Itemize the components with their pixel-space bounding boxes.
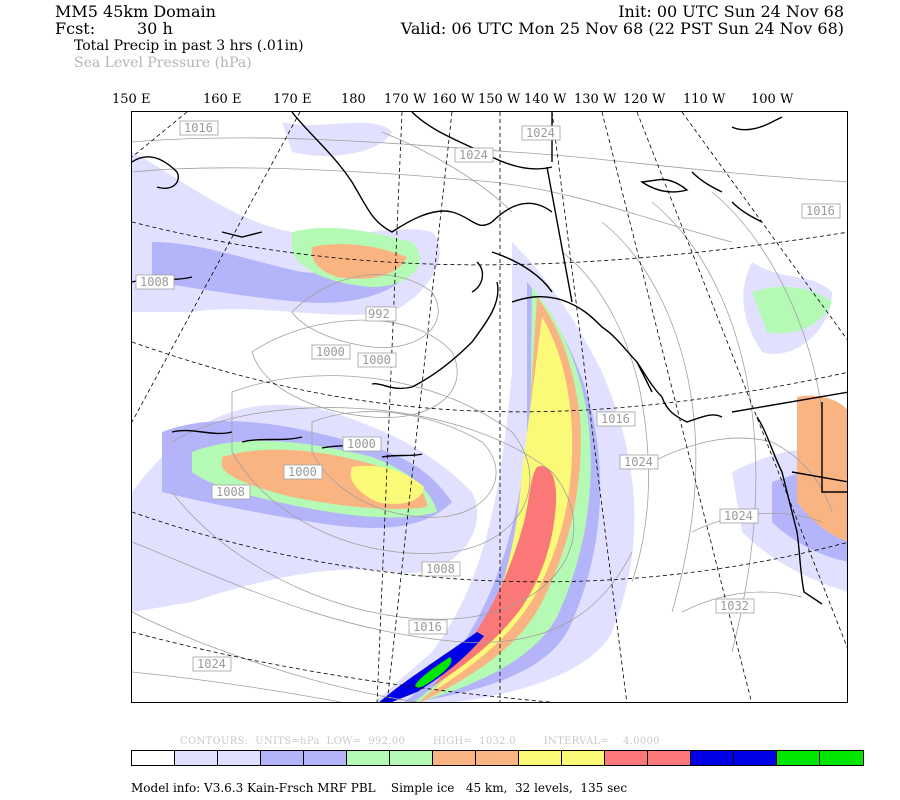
pressure-label: 1016	[806, 204, 835, 218]
domain-title: MM5 45km Domain	[55, 2, 216, 21]
precip-shading-red	[432, 466, 557, 687]
precip-colorbar	[131, 750, 864, 766]
field-primary-title: Total Precip in past 3 hrs (.01in)	[74, 38, 304, 54]
pressure-label: 1008	[140, 275, 169, 289]
pressure-label: 1000	[288, 465, 317, 479]
coastlines	[132, 112, 847, 605]
pressure-label: 1024	[197, 657, 226, 671]
pressure-label: 1016	[601, 412, 630, 426]
map-canvas: 1016 1024 1024 1016 1008 992 1000 1000 1…	[132, 112, 847, 702]
forecast-hours: 30 h	[137, 19, 173, 38]
lon-label-100w: 100 W	[751, 92, 794, 107]
pressure-label: 1024	[526, 126, 555, 140]
colorbar-cell	[691, 751, 734, 765]
pressure-label: 1016	[184, 121, 213, 135]
lon-label-150e: 150 E	[112, 92, 151, 107]
colorbar-cell	[304, 751, 347, 765]
contours-info: CONTOURS: UNITS=hPa LOW= 992.00 HIGH= 10…	[180, 736, 660, 747]
slp-contours	[132, 131, 847, 702]
colorbar-cell	[605, 751, 648, 765]
colorbar-cell	[562, 751, 605, 765]
model-info: Model info: V3.6.3 Kain-Frsch MRF PBL Si…	[131, 781, 628, 795]
colorbar-cell	[476, 751, 519, 765]
lon-label-180: 180	[341, 92, 366, 107]
colorbar-cell	[390, 751, 433, 765]
lon-label-140w: 140 W	[524, 92, 567, 107]
pressure-label: 1024	[624, 455, 653, 469]
colorbar-cell	[218, 751, 261, 765]
colorbar-cell	[648, 751, 691, 765]
colorbar-cell	[734, 751, 777, 765]
lon-label-170w: 170 W	[384, 92, 427, 107]
pressure-label: 1024	[724, 509, 753, 523]
lon-label-120w: 120 W	[623, 92, 666, 107]
pressure-label: 1000	[362, 353, 391, 367]
forecast-label: Fcst:	[55, 19, 96, 38]
colorbar-cell	[261, 751, 304, 765]
precip-shading-max	[379, 632, 484, 702]
valid-time: Valid: 06 UTC Mon 25 Nov 68 (22 PST Sun …	[400, 19, 844, 38]
lon-label-160w: 160 W	[432, 92, 475, 107]
init-time: Init: 00 UTC Sun 24 Nov 68	[618, 2, 844, 21]
colorbar-cell	[347, 751, 390, 765]
lon-label-150w: 150 W	[478, 92, 521, 107]
field-secondary-title: Sea Level Pressure (hPa)	[74, 55, 252, 71]
pressure-label: 1024	[459, 148, 488, 162]
precip-shading-yellow	[350, 317, 573, 692]
colorbar-cell	[820, 751, 863, 765]
pressure-labels: 1016 1024 1024 1016 1008 992 1000 1000 1…	[135, 120, 841, 672]
colorbar-cell	[433, 751, 476, 765]
lon-label-170e: 170 E	[273, 92, 312, 107]
colorbar-cell	[777, 751, 820, 765]
lon-label-110w: 110 W	[683, 92, 726, 107]
pressure-label: 1000	[347, 437, 376, 451]
pressure-label: 1008	[426, 562, 455, 576]
pressure-label: 992	[368, 307, 390, 321]
pressure-label: 1008	[216, 485, 245, 499]
precip-map: 1016 1024 1024 1016 1008 992 1000 1000 1…	[131, 111, 848, 703]
colorbar-cell	[132, 751, 175, 765]
pressure-label: 1000	[316, 345, 345, 359]
latlon-grid	[132, 112, 847, 702]
pressure-label: 1016	[413, 620, 442, 634]
colorbar-cell	[175, 751, 218, 765]
colorbar-cell	[519, 751, 562, 765]
lon-label-160e: 160 E	[203, 92, 242, 107]
lon-label-130w: 130 W	[574, 92, 617, 107]
pressure-label: 1032	[720, 599, 749, 613]
